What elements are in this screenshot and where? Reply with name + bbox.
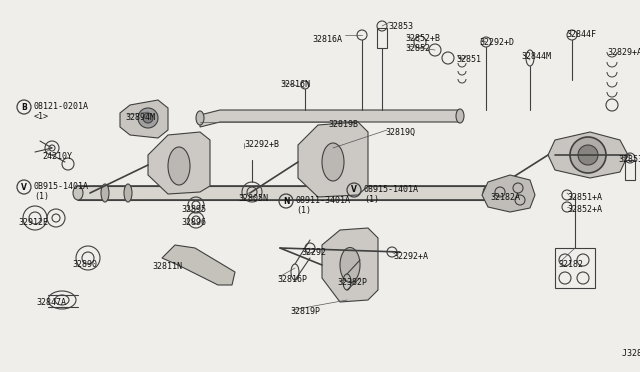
Text: 32811N: 32811N bbox=[152, 262, 182, 271]
Text: 32816P: 32816P bbox=[277, 275, 307, 284]
Text: 08915-1401A: 08915-1401A bbox=[364, 185, 419, 194]
Text: 32292: 32292 bbox=[301, 248, 326, 257]
Text: 32292+B: 32292+B bbox=[244, 140, 279, 149]
Text: V: V bbox=[351, 186, 357, 195]
Text: 32382P: 32382P bbox=[337, 278, 367, 287]
Circle shape bbox=[578, 145, 598, 165]
Text: 32851+A: 32851+A bbox=[567, 193, 602, 202]
Text: (1): (1) bbox=[296, 206, 311, 215]
Text: 32829+A: 32829+A bbox=[607, 48, 640, 57]
Text: <1>: <1> bbox=[34, 112, 49, 121]
Text: 0B915-1401A: 0B915-1401A bbox=[34, 182, 89, 191]
Text: 24210Y: 24210Y bbox=[42, 152, 72, 161]
Text: 32912E: 32912E bbox=[18, 218, 48, 227]
Polygon shape bbox=[548, 132, 628, 178]
Circle shape bbox=[138, 108, 158, 128]
Text: 32851: 32851 bbox=[456, 55, 481, 64]
Ellipse shape bbox=[483, 186, 493, 200]
Text: 32890: 32890 bbox=[72, 260, 97, 269]
Text: (1): (1) bbox=[364, 195, 379, 204]
Text: N: N bbox=[283, 196, 289, 205]
Ellipse shape bbox=[168, 147, 190, 185]
Text: 32852+B: 32852+B bbox=[405, 34, 440, 43]
Text: 32816A: 32816A bbox=[312, 35, 342, 44]
Text: 32182A: 32182A bbox=[490, 193, 520, 202]
Text: 32853: 32853 bbox=[618, 155, 640, 164]
Text: 32292+D: 32292+D bbox=[479, 38, 514, 47]
Polygon shape bbox=[200, 110, 460, 127]
Text: 32805N: 32805N bbox=[238, 194, 268, 203]
Text: 32852+A: 32852+A bbox=[567, 205, 602, 214]
Text: B: B bbox=[21, 103, 27, 112]
Ellipse shape bbox=[340, 247, 360, 282]
Text: 32844M: 32844M bbox=[521, 52, 551, 61]
Text: 32895: 32895 bbox=[181, 205, 206, 214]
Text: (1): (1) bbox=[34, 192, 49, 201]
Text: 32816N: 32816N bbox=[280, 80, 310, 89]
Ellipse shape bbox=[124, 184, 132, 202]
Text: 32844F: 32844F bbox=[566, 30, 596, 39]
Text: 32819P: 32819P bbox=[290, 307, 320, 316]
Text: 32819Q: 32819Q bbox=[385, 128, 415, 137]
Text: 08121-0201A: 08121-0201A bbox=[34, 102, 89, 111]
Bar bbox=[78, 186, 488, 200]
Polygon shape bbox=[162, 245, 235, 285]
Text: 32292+A: 32292+A bbox=[393, 252, 428, 261]
Polygon shape bbox=[322, 228, 378, 302]
Bar bbox=[625, 160, 635, 180]
Text: 08911-3401A: 08911-3401A bbox=[296, 196, 351, 205]
Text: J32800 8: J32800 8 bbox=[622, 349, 640, 358]
Polygon shape bbox=[298, 122, 368, 197]
Bar bbox=[377, 28, 387, 48]
Circle shape bbox=[570, 137, 606, 173]
Circle shape bbox=[143, 113, 153, 123]
Text: 32894M: 32894M bbox=[125, 113, 155, 122]
Text: 32182: 32182 bbox=[558, 260, 583, 269]
Text: 32853: 32853 bbox=[388, 22, 413, 31]
Ellipse shape bbox=[196, 111, 204, 125]
Text: 32819B: 32819B bbox=[328, 120, 358, 129]
Text: 32847A: 32847A bbox=[36, 298, 66, 307]
Text: V: V bbox=[21, 183, 27, 192]
Ellipse shape bbox=[73, 186, 83, 200]
Polygon shape bbox=[120, 100, 168, 138]
Polygon shape bbox=[148, 132, 210, 194]
Polygon shape bbox=[482, 175, 535, 212]
Text: 32896: 32896 bbox=[181, 218, 206, 227]
Ellipse shape bbox=[456, 109, 464, 123]
Ellipse shape bbox=[101, 184, 109, 202]
Text: 32852: 32852 bbox=[405, 44, 430, 53]
Ellipse shape bbox=[322, 143, 344, 181]
